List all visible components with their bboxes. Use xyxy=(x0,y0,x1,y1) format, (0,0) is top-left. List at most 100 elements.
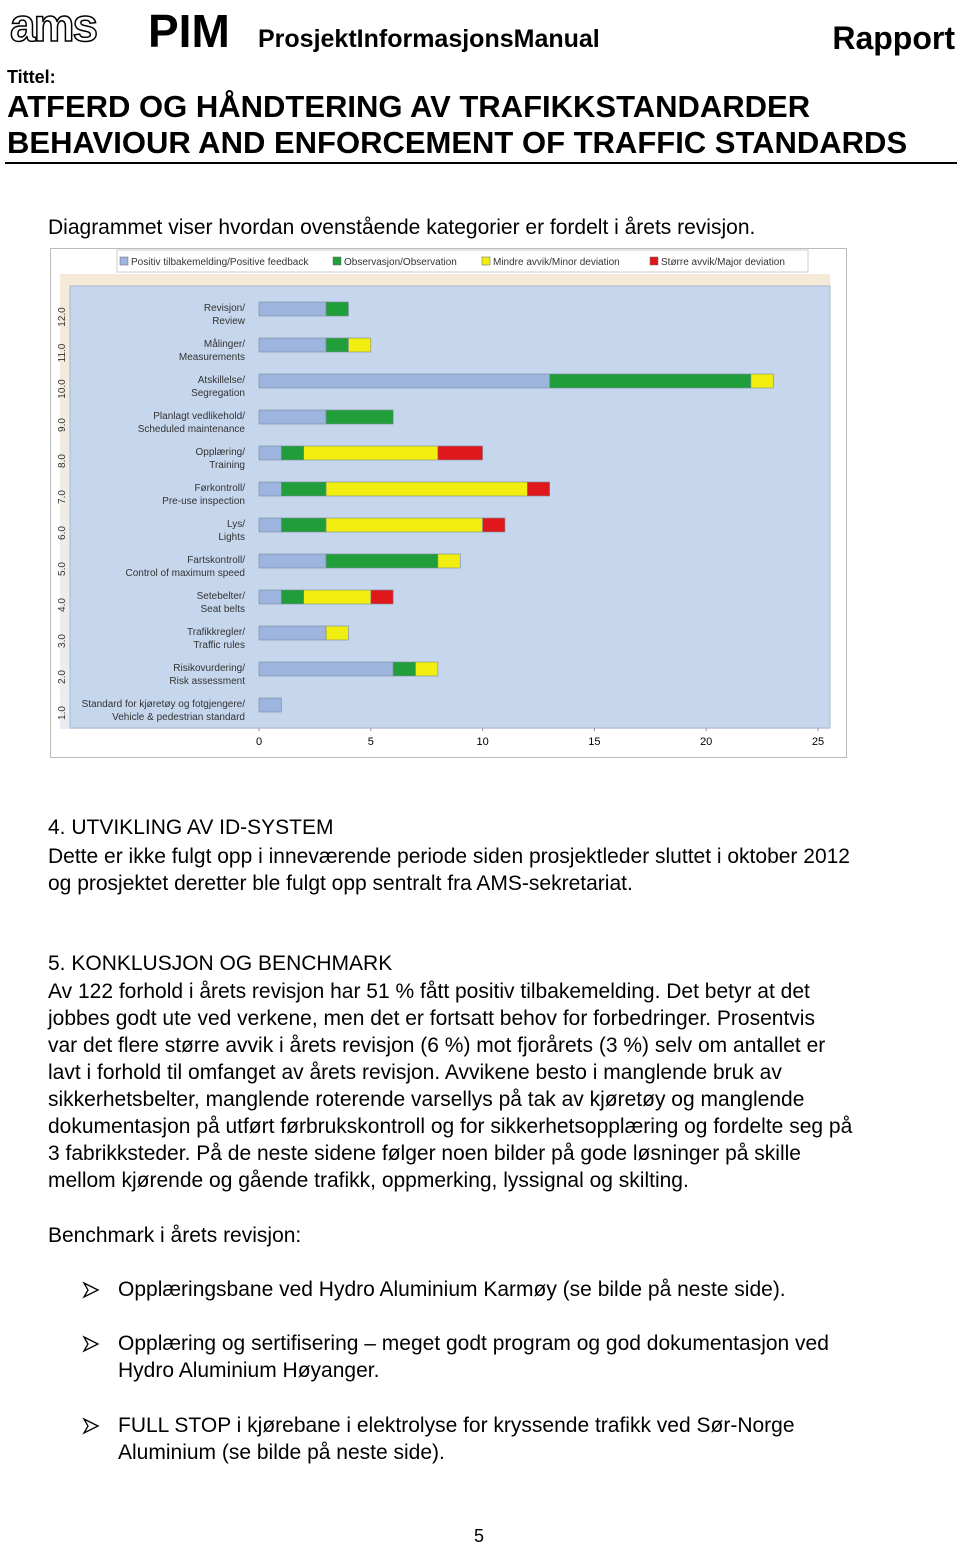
legend-swatch xyxy=(119,256,129,266)
title-label: Tittel: xyxy=(7,67,56,87)
bar-segment xyxy=(437,553,461,569)
bar-segment xyxy=(325,625,349,641)
bar-segment xyxy=(348,337,372,353)
bar-segment xyxy=(750,373,774,389)
category-label-line: Vehicle & pedestrian standard xyxy=(112,712,245,723)
bar-segment xyxy=(281,517,327,533)
paragraph-line: var det flere større avvik i årets revis… xyxy=(48,1034,826,1057)
category-label: Fartskontroll/Control of maximum speed xyxy=(126,555,246,579)
category-label-line: Målinger/ xyxy=(204,338,245,350)
paragraph-line: Av 122 forhold i årets revisjon har 51 %… xyxy=(48,980,810,1003)
manual: ProsjektInformasjonsManual xyxy=(258,25,600,53)
bar-segment xyxy=(325,481,528,497)
bullet-arrow xyxy=(82,1281,100,1299)
category-label: Setebelter/Seat belts xyxy=(197,591,246,615)
bullet-line: Opplæring og sertifisering – meget godt … xyxy=(118,1332,829,1355)
bar-segment xyxy=(258,517,282,533)
x-tick-label: 25 xyxy=(812,736,824,748)
bar-segment xyxy=(325,553,439,569)
category-label-line: Førkontroll/ xyxy=(194,483,245,494)
bar-segment xyxy=(303,589,372,605)
legend-box xyxy=(116,249,809,273)
rule xyxy=(5,162,957,164)
category-label-line: Risikovurdering/ xyxy=(173,663,245,674)
x-tick-label: 5 xyxy=(368,736,374,748)
row-number: 2.0 xyxy=(57,670,68,684)
paragraph-line: jobbes godt ute ved verkene, men det er … xyxy=(48,1007,815,1030)
title-line: BEHAVIOUR AND ENFORCEMENT OF TRAFFIC STA… xyxy=(7,125,908,160)
category-label-line: Setebelter/ xyxy=(197,591,246,602)
bar-segment xyxy=(415,661,439,677)
bar-segment xyxy=(437,445,483,461)
row-number: 7.0 xyxy=(57,490,68,504)
bar-segment xyxy=(258,337,327,353)
category-label: Revisjon/Review xyxy=(204,303,246,327)
legend-label: Positiv tilbakemelding/Positive feedback xyxy=(131,257,309,268)
bar-segment xyxy=(258,589,282,605)
category-label-line: Measurements xyxy=(179,352,245,363)
paragraph-line: og prosjektet deretter ble fulgt opp sen… xyxy=(48,872,633,895)
category-label: Risikovurdering/Risk assessment xyxy=(169,663,245,687)
bar-segment xyxy=(258,553,327,569)
legend-label: Større avvik/Major deviation xyxy=(661,257,785,268)
category-label-line: Seat belts xyxy=(201,604,245,615)
bar-segment xyxy=(281,445,305,461)
bullet-arrow xyxy=(82,1335,100,1353)
category-label-line: Scheduled maintenance xyxy=(138,424,246,435)
category-label-line: Traffic rules xyxy=(193,640,245,651)
bar-segment xyxy=(527,481,550,497)
bar-segment xyxy=(370,589,394,605)
row-number: 8.0 xyxy=(57,454,68,468)
bar-segment xyxy=(392,661,416,677)
category-label: Atskillelse/Segregation xyxy=(191,375,245,399)
plot-area xyxy=(69,285,831,729)
legend-label: Mindre avvik/Minor deviation xyxy=(493,257,620,268)
category-label: Lys/Lights xyxy=(218,519,245,543)
bar-segment xyxy=(258,625,327,641)
bar-segment xyxy=(258,697,282,713)
paragraph-line: sikkerhetsbelter, manglende roterende va… xyxy=(48,1088,805,1111)
bullet-line: Aluminium (se bilde på neste side). xyxy=(118,1441,445,1464)
category-label-line: Opplæring/ xyxy=(196,447,246,458)
category-label: Planlagt vedlikehold/Scheduled maintenan… xyxy=(138,411,246,435)
row-number: 3.0 xyxy=(57,634,68,648)
bar-segment xyxy=(258,661,394,677)
category-label-line: Atskillelse/ xyxy=(198,375,245,386)
category-label-line: Segregation xyxy=(191,388,245,399)
page-number: 5 xyxy=(474,1526,485,1546)
category-label: Opplæring/Training xyxy=(196,447,246,471)
bar-segment xyxy=(281,481,327,497)
category-label-line: Trafikkregler/ xyxy=(187,627,245,638)
title-line: ATFERD OG HÅNDTERING AV TRAFIKKSTANDARDE… xyxy=(7,89,811,124)
x-tick-label: 15 xyxy=(588,736,600,748)
bar-segment xyxy=(258,481,282,497)
category-label-line: Planlagt vedlikehold/ xyxy=(153,411,245,422)
category-label-line: Lys/ xyxy=(227,519,245,530)
category-label-line: Control of maximum speed xyxy=(126,568,246,579)
section-heading: 4. UTVIKLING AV ID-SYSTEM xyxy=(48,816,334,839)
bar-segment xyxy=(258,373,550,389)
legend-label: Observasjon/Observation xyxy=(344,257,457,268)
paragraph-line: dokumentasjon på utført førbrukskontroll… xyxy=(48,1115,853,1138)
bar-segment xyxy=(258,301,327,317)
bar-segment xyxy=(303,445,439,461)
category-label-line: Lights xyxy=(218,532,245,543)
bullet-line: Opplæringsbane ved Hydro Aluminium Karmø… xyxy=(118,1278,786,1301)
bar-segment xyxy=(258,445,282,461)
bar-segment xyxy=(325,301,349,317)
category-label-line: Standard for kjøretøy og fotgjengere/ xyxy=(82,699,246,710)
legend-swatch xyxy=(481,256,491,266)
x-tick-label: 20 xyxy=(700,736,712,748)
bullet-line: Hydro Aluminium Høyanger. xyxy=(118,1359,380,1382)
bar-segment xyxy=(325,409,394,425)
paragraph-line: mellom kjørende og gående trafikk, oppme… xyxy=(48,1169,689,1192)
bar-segment xyxy=(549,373,752,389)
intro: Diagrammet viser hvordan ovenstående kat… xyxy=(48,216,756,239)
category-label-line: Pre-use inspection xyxy=(162,496,245,507)
category-label-line: Training xyxy=(209,460,245,471)
category-label-line: Fartskontroll/ xyxy=(187,555,245,566)
bar-segment xyxy=(482,517,506,533)
pim: PIM xyxy=(148,5,230,57)
benchmark-heading: Benchmark i årets revisjon: xyxy=(48,1224,302,1247)
